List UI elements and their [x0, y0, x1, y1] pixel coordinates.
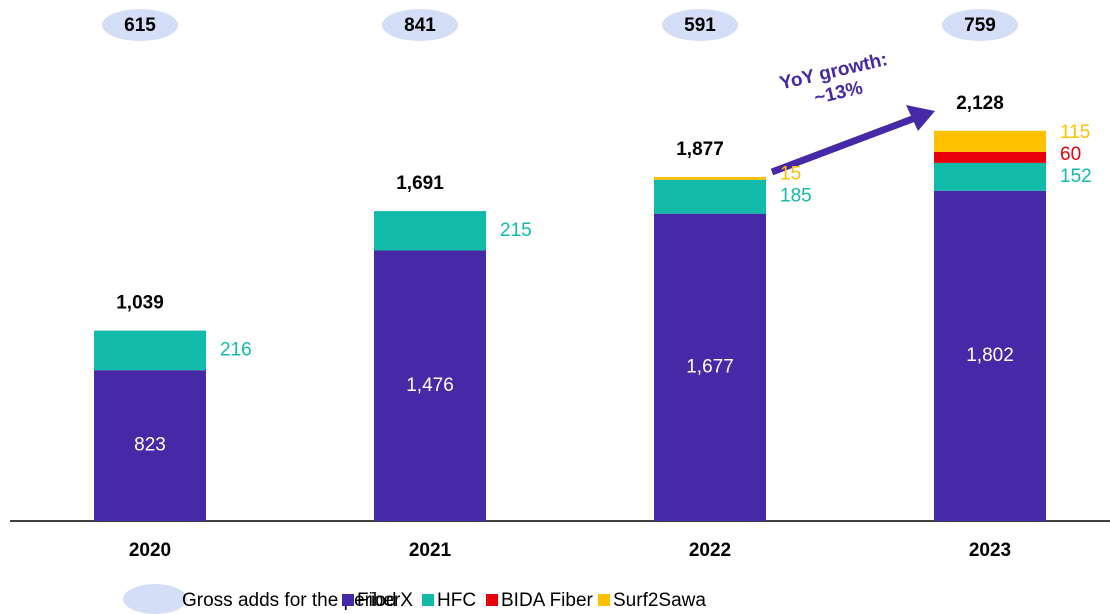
gross-adds-bubble [382, 9, 458, 41]
total-label: 1,877 [676, 139, 724, 160]
value-label: 823 [134, 435, 166, 456]
legend-label: Surf2Sawa [613, 590, 706, 611]
total-label: 2,128 [956, 93, 1004, 114]
bar-segment [94, 330, 206, 371]
bar-segment [654, 177, 766, 180]
value-label: 60 [1060, 144, 1081, 165]
gross-adds-label: 615 [124, 15, 156, 36]
annotation: YoY growth:~13% [778, 49, 890, 109]
legend-swatch [598, 594, 610, 606]
bar-segment [654, 213, 766, 521]
value-label: 115 [1060, 122, 1090, 143]
gross-adds-bubble [662, 9, 738, 41]
bar-segment [374, 250, 486, 521]
total-label: 1,691 [396, 173, 444, 194]
value-label: 1,802 [966, 345, 1014, 366]
x-tick-label: 2021 [409, 540, 452, 561]
legend-swatch [422, 594, 434, 606]
legend-swatch [123, 584, 187, 614]
bar-segment [934, 130, 1046, 152]
gross-adds-bubble [102, 9, 178, 41]
value-label: 152 [1060, 166, 1092, 187]
x-tick-label: 2022 [689, 540, 731, 561]
gross-adds-label: 591 [684, 15, 716, 36]
bar-segment [934, 190, 1046, 521]
legend-swatch [486, 594, 498, 606]
legend-label: FiberX [357, 590, 413, 611]
gross-adds-label: 759 [964, 15, 996, 36]
bar-segment [934, 162, 1046, 191]
growth-arrow [770, 105, 935, 176]
x-tick-label: 2023 [969, 540, 1011, 561]
bar-segment [654, 179, 766, 214]
total-label: 1,039 [116, 293, 164, 314]
value-label: 15 [780, 164, 801, 185]
legend-swatch [342, 594, 354, 606]
bar-segment [94, 370, 206, 521]
bar-segment [934, 151, 1046, 163]
value-label: 1,476 [406, 375, 454, 396]
legend-label: BIDA Fiber [501, 590, 594, 611]
gross-adds-label: 841 [404, 15, 436, 36]
legend-label: HFC [437, 590, 476, 611]
x-tick-label: 2020 [129, 540, 171, 561]
value-label: 215 [500, 220, 532, 241]
value-label: 185 [780, 186, 812, 207]
gross-adds-bubble [942, 9, 1018, 41]
value-label: 1,677 [686, 356, 734, 377]
bar-segment [374, 211, 486, 251]
value-label: 216 [220, 339, 252, 360]
